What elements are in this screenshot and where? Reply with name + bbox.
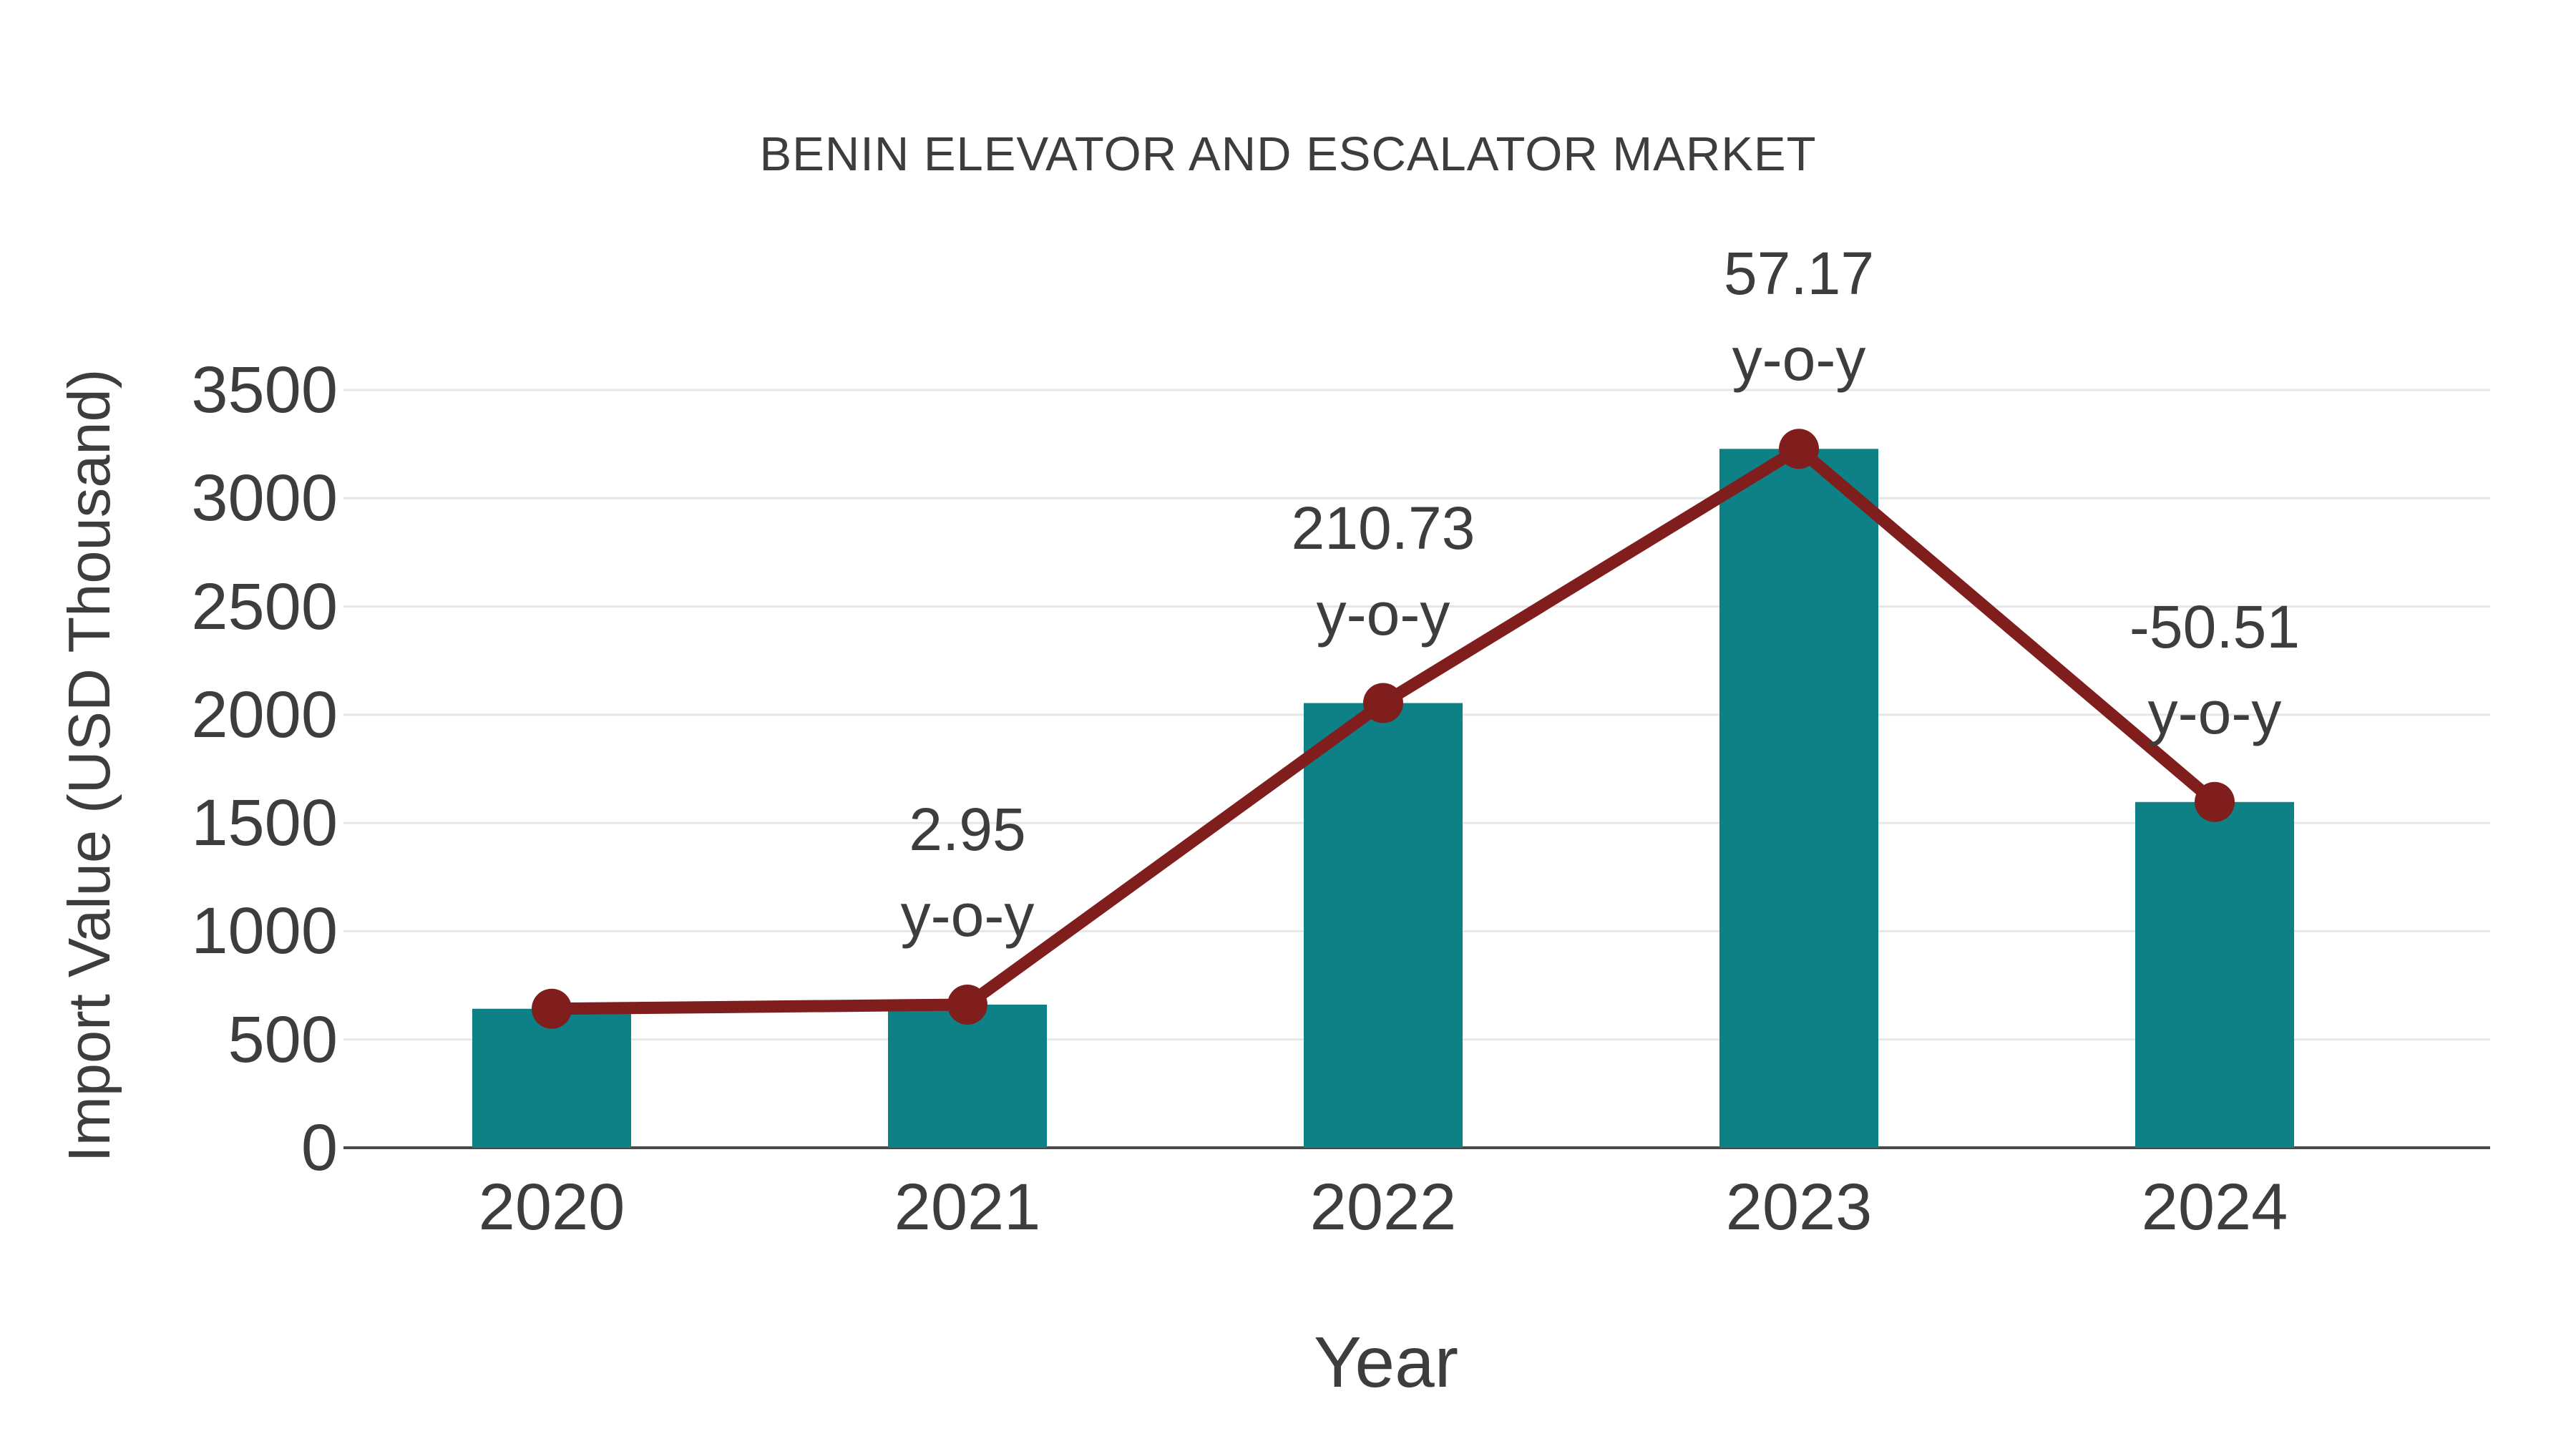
y-tick-label-3000: 3000 bbox=[191, 462, 338, 535]
annotation-2022: 210.73 y-o-y bbox=[1161, 485, 1605, 657]
x-tick-label-2022: 2022 bbox=[1309, 1171, 1457, 1244]
chart-title: BENIN ELEVATOR AND ESCALATOR MARKET bbox=[759, 127, 1817, 181]
annotation-2024-value: -50.51 bbox=[2129, 592, 2301, 660]
marker-2023 bbox=[1779, 429, 1819, 469]
annotation-2022-suffix: y-o-y bbox=[1316, 580, 1450, 648]
bar-2021 bbox=[888, 1005, 1047, 1148]
marker-2020 bbox=[532, 988, 572, 1029]
annotation-2023-value: 57.17 bbox=[1723, 240, 1875, 308]
y-tick-label-2000: 2000 bbox=[191, 678, 338, 751]
x-tick-label-2020: 2020 bbox=[478, 1171, 625, 1244]
bar-2020 bbox=[472, 1008, 631, 1148]
marker-2024 bbox=[2195, 781, 2235, 822]
y-tick-label-0: 0 bbox=[301, 1111, 338, 1184]
y-tick-label-1000: 1000 bbox=[191, 894, 338, 968]
x-tick-label-2024: 2024 bbox=[2141, 1171, 2288, 1244]
annotation-2021: 2.95 y-o-y bbox=[746, 786, 1189, 958]
annotation-2021-value: 2.95 bbox=[909, 796, 1026, 863]
y-tick-label-1500: 1500 bbox=[191, 786, 338, 860]
annotation-2023-suffix: y-o-y bbox=[1732, 326, 1866, 394]
y-tick-label-2500: 2500 bbox=[191, 570, 338, 643]
marker-2021 bbox=[947, 985, 987, 1025]
annotation-2021-suffix: y-o-y bbox=[900, 882, 1035, 949]
annotation-2022-value: 210.73 bbox=[1291, 494, 1475, 562]
annotation-2024-suffix: y-o-y bbox=[2147, 678, 2282, 746]
annotation-2023: 57.17 y-o-y bbox=[1577, 230, 2021, 402]
bar-2022 bbox=[1304, 703, 1463, 1148]
y-tick-label-3500: 3500 bbox=[191, 353, 338, 426]
bar-2024 bbox=[2135, 801, 2294, 1148]
y-tick-label-500: 500 bbox=[228, 1002, 338, 1076]
x-tick-label-2021: 2021 bbox=[894, 1171, 1041, 1244]
x-axis-title: Year bbox=[1313, 1322, 1459, 1402]
x-tick-label-2023: 2023 bbox=[1725, 1171, 1873, 1244]
marker-2022 bbox=[1363, 683, 1403, 723]
annotation-2024: -50.51 y-o-y bbox=[1993, 584, 2436, 756]
bar-2023 bbox=[1719, 449, 1878, 1148]
